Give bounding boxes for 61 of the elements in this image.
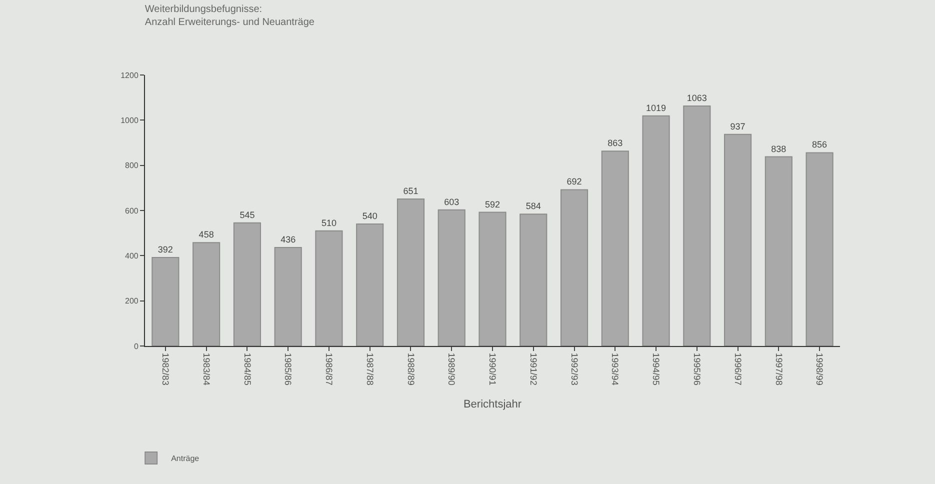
x-tick-label: 1987/88 xyxy=(364,352,375,386)
x-tick-label: 1992/93 xyxy=(569,352,580,386)
x-tick-label: 1982/83 xyxy=(160,352,171,386)
bar xyxy=(396,198,425,346)
x-tick-label: 1986/87 xyxy=(324,352,334,386)
x-tick-label: 1997/98 xyxy=(774,352,784,386)
data-label: 651 xyxy=(403,186,418,196)
x-tick-label: 1994/95 xyxy=(651,352,662,386)
x-tick-label: 1989/90 xyxy=(446,352,457,386)
data-label: 838 xyxy=(771,144,786,154)
x-tick-label: 1984/85 xyxy=(242,352,252,386)
x-tick-label: 1998/99 xyxy=(814,352,825,386)
bar xyxy=(356,224,384,346)
data-label: 692 xyxy=(566,176,582,187)
y-tick-label: 800 xyxy=(125,161,139,170)
bar xyxy=(642,115,670,346)
legend-label: Anträge xyxy=(171,454,200,464)
bar xyxy=(601,150,629,346)
data-label: 436 xyxy=(280,234,296,245)
bar xyxy=(152,256,180,346)
y-tick-label: 600 xyxy=(125,206,139,216)
x-tick-label: 1988/89 xyxy=(406,352,416,386)
data-label: 592 xyxy=(484,199,500,210)
bar xyxy=(724,134,752,346)
x-tick-label: 1983/84 xyxy=(201,352,212,386)
data-label: 392 xyxy=(158,244,173,254)
bar xyxy=(233,222,261,346)
bar xyxy=(192,242,220,346)
x-tick-label: 1993/94 xyxy=(610,352,620,386)
y-tick-label: 400 xyxy=(125,251,139,260)
x-tick-label: 1996/97 xyxy=(732,352,743,386)
bar xyxy=(560,189,588,346)
bar xyxy=(764,156,792,346)
x-tick-label: 1995/96 xyxy=(692,352,702,386)
bar xyxy=(683,105,711,346)
y-tick-label: 1000 xyxy=(120,116,139,125)
x-tick-label: 1991/92 xyxy=(528,352,538,386)
data-label: 545 xyxy=(240,210,255,220)
data-label: 540 xyxy=(362,211,378,222)
data-label: 510 xyxy=(321,218,336,228)
y-tick-label: 1200 xyxy=(120,70,139,80)
y-tick-label: 0 xyxy=(134,342,139,351)
bar xyxy=(520,214,548,346)
bar xyxy=(806,152,834,346)
data-label: 856 xyxy=(812,140,828,150)
data-label: 1063 xyxy=(686,92,707,103)
chart-title: Weiterbildungsbefugnisse: Anzahl Erweiterungs- und Neuanträge xyxy=(144,4,315,28)
x-axis-title: Berichtsjahr xyxy=(463,398,522,411)
data-label: 937 xyxy=(730,121,746,132)
bar xyxy=(478,212,506,346)
data-label: 603 xyxy=(444,196,460,207)
bar xyxy=(438,209,466,346)
y-tick-label: 200 xyxy=(125,296,139,306)
bar xyxy=(315,230,343,346)
data-label: 1019 xyxy=(646,102,666,113)
data-label: 584 xyxy=(526,201,541,212)
data-label: 863 xyxy=(608,138,623,148)
x-tick-label: 1990/91 xyxy=(488,352,498,386)
bar xyxy=(274,247,302,346)
x-tick-label: 1985/86 xyxy=(283,352,294,386)
data-label: 458 xyxy=(198,230,214,240)
